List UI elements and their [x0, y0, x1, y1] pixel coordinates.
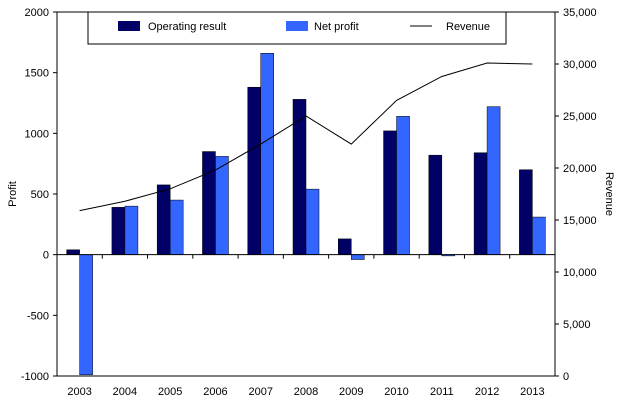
x-axis-ticks: 2003 2004 2005 2006 2007 2008 2009 2010 2011 2012…	[56, 254, 556, 398]
x-tick-label-2004: 2004	[113, 386, 137, 398]
x-tick-label-2010: 2010	[384, 386, 408, 398]
x-tick-label-2013: 2013	[520, 386, 544, 398]
y2-tick-label-20,000: 20,000	[563, 163, 597, 175]
legend-label-revenue: Revenue	[446, 21, 490, 33]
y2-tick-label-25,000: 25,000	[563, 111, 597, 123]
y-tick-label-500: 500	[31, 189, 49, 201]
bar-operating-result-2004	[111, 207, 126, 255]
y-axis-title: Profit	[7, 181, 19, 207]
y2-tick-label-0: 0	[563, 371, 569, 383]
bar-net-profit-2010	[396, 116, 410, 255]
x-tick-label-2012: 2012	[475, 386, 499, 398]
bar-net-profit-2004	[124, 205, 139, 255]
bar-operating-result-2013	[519, 169, 533, 255]
x-tick-label-2008: 2008	[294, 386, 318, 398]
bar-net-profit-2005	[169, 199, 184, 255]
bar-operating-result-2005	[156, 184, 171, 255]
y-tick-label--500: -500	[27, 310, 49, 322]
y-tick-label-1000: 1000	[25, 128, 49, 140]
y-tick-label-1500: 1500	[25, 68, 49, 80]
y-tick-label-2000: 2000	[25, 7, 49, 19]
y-tick-label--1000: -1000	[21, 371, 49, 383]
x-tick-label-2011: 2011	[430, 386, 454, 398]
legend: Operating result Net profit Revenue	[87, 11, 507, 45]
bar-net-profit-2003	[79, 254, 93, 376]
bar-operating-result-2011	[428, 154, 443, 255]
bar-net-profit-2006	[215, 156, 229, 255]
bar-operating-result-2007	[247, 86, 261, 255]
bar-operating-result-2006	[202, 151, 216, 255]
y-axis-ticks: 2000 1500 1000 500 0 -500 -1000	[21, 7, 57, 383]
y2-axis-ticks: 35,000 30,000 25,000 20,000 15,000 10,000 5,00…	[555, 7, 597, 383]
legend-label-operating-result: Operating result	[148, 21, 226, 33]
y2-tick-label-10,000: 10,000	[563, 267, 597, 279]
y2-tick-label-15,000: 15,000	[563, 215, 597, 227]
legend-swatch-operating-result	[118, 21, 140, 31]
bar-net-profit-2008	[305, 188, 320, 255]
bar-net-profit-2007	[260, 53, 274, 255]
x-tick-label-2006: 2006	[203, 386, 227, 398]
bar-net-profit-2013	[532, 216, 546, 255]
x-tick-label-2009: 2009	[339, 386, 363, 398]
bars	[66, 53, 546, 376]
revenue-line-layer	[79, 62, 533, 212]
y2-axis-title: Revenue	[603, 172, 615, 216]
x-tick-label-2007: 2007	[248, 386, 272, 398]
bar-net-profit-2009	[351, 254, 365, 260]
bar-net-profit-2012	[486, 106, 501, 255]
bar-operating-result-2003	[66, 249, 80, 255]
bar-operating-result-2009	[338, 238, 352, 255]
revenue-line	[79, 62, 533, 212]
legend-label-net-profit: Net profit	[314, 21, 359, 33]
y2-tick-label-35,000: 35,000	[563, 7, 597, 19]
x-tick-label-2003: 2003	[67, 386, 91, 398]
y2-tick-label-30,000: 30,000	[563, 59, 597, 71]
bar-operating-result-2012	[473, 152, 488, 255]
bar-operating-result-2010	[383, 130, 397, 255]
y-tick-label-0: 0	[43, 250, 49, 262]
legend-swatch-net-profit	[286, 21, 308, 31]
x-tick-label-2005: 2005	[158, 386, 182, 398]
y2-tick-label-5,000: 5,000	[563, 319, 591, 331]
